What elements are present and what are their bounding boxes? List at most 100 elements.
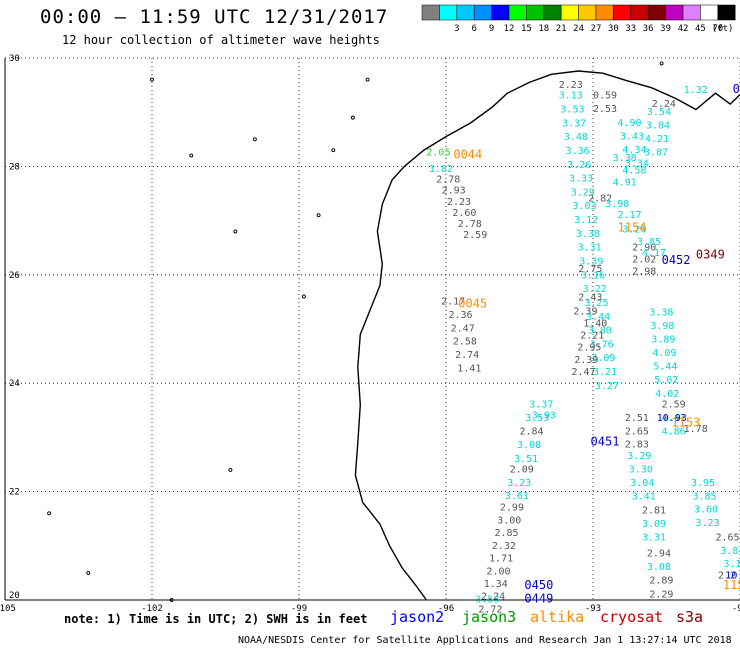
pass-time-label: 0452 — [662, 253, 691, 267]
wave-height-value: 2.82 — [588, 194, 612, 205]
wave-height-value: 2.94 — [647, 549, 671, 560]
wave-height-value: 2.00 — [486, 566, 510, 577]
wave-height-value: 2.83 — [625, 440, 649, 451]
lake-outline — [316, 213, 321, 218]
wave-height-value: 3.36 — [566, 146, 590, 157]
satellite-cryosat: cryosat — [600, 608, 664, 626]
wave-height-value: 2.29 — [649, 589, 673, 600]
wave-height-value: 3.03 — [572, 201, 596, 212]
wave-height-value: 2.2 — [718, 570, 736, 581]
wave-height-value: 3.80 — [588, 326, 612, 337]
lat-tick-label: 30 — [9, 54, 20, 64]
wave-height-value: 5.02 — [654, 375, 678, 386]
legend-label: 27 — [591, 24, 602, 34]
wave-height-value: 2.65 — [625, 426, 649, 437]
wave-height-value: 2.47 — [451, 323, 475, 334]
wave-height-value: 2.75 — [578, 264, 602, 275]
wave-height-value: 2.81 — [642, 505, 666, 516]
wave-height-value: 3.85 — [692, 491, 716, 502]
legend-label: 39 — [660, 24, 671, 34]
wave-height-value: 3.43 — [620, 131, 644, 142]
lon-tick-label: -102 — [141, 604, 163, 614]
wave-height-value: 3.85 — [637, 237, 661, 248]
wave-height-value: 1.78 — [684, 424, 708, 435]
wave-height-value: 2.21 — [580, 330, 604, 341]
pass-time-label: 0451 — [591, 435, 620, 449]
wave-height-value: 3.23 — [507, 478, 531, 489]
wave-height-value: 3.20 — [622, 225, 646, 236]
wave-height-value: 3.00 — [497, 515, 521, 526]
wave-height-value: 3.10 — [723, 559, 740, 570]
wave-height-value: 2.72 — [478, 604, 502, 615]
lon-tick-label: -93 — [585, 604, 601, 614]
wave-height-value: 1.71 — [489, 554, 513, 565]
wave-height-value: 3.34 — [625, 158, 649, 169]
pass-time-label: 0449 — [524, 592, 553, 606]
satellite-altika: altika — [530, 608, 585, 626]
legend-label: 33 — [625, 24, 636, 34]
wave-height-value: 2.53 — [593, 104, 617, 115]
wave-height-value: 3.23 — [695, 518, 719, 529]
wave-height-value: 3.13 — [559, 91, 583, 102]
wave-height-value: 4.91 — [613, 177, 637, 188]
lake-outline — [659, 61, 664, 66]
wave-height-value: 3.04 — [630, 478, 654, 489]
wave-height-value: 2.24 — [652, 99, 676, 110]
wave-height-value: 3.48 — [564, 132, 588, 143]
wave-height-value: 1.41 — [457, 363, 481, 374]
wave-height-value: 3.53 — [560, 104, 584, 115]
wave-height-value: 3.37 — [529, 400, 553, 411]
page-title: 00:00 – 11:59 UTC 12/31/2017 — [40, 6, 389, 28]
wave-height-value: 3.60 — [694, 505, 718, 516]
wave-height-value: 3.84 — [646, 120, 670, 131]
wave-height-value: 3.53 — [475, 595, 499, 606]
lon-tick-label: -99 — [291, 604, 307, 614]
pass-time-label: 0045 — [458, 296, 487, 310]
wave-height-value: 4.41 — [662, 413, 686, 424]
wave-height-value: 1.34 — [484, 579, 508, 590]
wave-height-value: 3.16 — [581, 270, 605, 281]
note-text: note: 1) Time is in UTC; 2) SWH is in fe… — [64, 612, 368, 626]
wave-height-value: 2.39 — [574, 355, 598, 366]
wave-height-value: 3.09 — [642, 519, 666, 530]
legend-label: 6 — [471, 24, 476, 34]
wave-height-value: 3.38 — [576, 229, 600, 240]
wave-height-value: 3.26 — [567, 160, 591, 171]
page-subtitle: 12 hour collection of altimeter wave hei… — [62, 33, 380, 47]
wave-height-value: 3.98 — [650, 321, 674, 332]
wave-height-value: 2.84 — [520, 427, 544, 438]
legend-label: 12 — [504, 24, 515, 34]
lake-outline — [301, 294, 306, 299]
wave-height-value: 3.89 — [651, 335, 675, 346]
wave-height-value: 2.98 — [632, 266, 656, 277]
wave-height-value: 3.76 — [590, 339, 614, 350]
wave-height-value: 3.38 — [613, 153, 637, 164]
pass-time-label: 1154 — [618, 220, 647, 234]
footer-credit: NOAA/NESDIS Center for Satellite Applica… — [238, 635, 732, 646]
wave-height-value: 2.05 — [426, 148, 450, 159]
legend-label: 36 — [643, 24, 654, 34]
wave-height-value: 4.02 — [655, 389, 679, 400]
wave-height-value: 3.08 — [517, 440, 541, 451]
lake-outline — [169, 598, 174, 602]
wave-height-value: 2.24 — [481, 592, 505, 603]
wave-height-value: 3.93 — [532, 410, 556, 421]
wave-height-value: 3.12 — [574, 215, 598, 226]
lake-outline — [350, 115, 355, 120]
wave-height-value: 3.38 — [649, 307, 673, 318]
wave-height-value: 2.47 — [571, 367, 595, 378]
wave-height-value: 3.27 — [595, 381, 619, 392]
legend-label: 45 — [695, 24, 706, 34]
wave-height-value: 2.43 — [578, 292, 602, 303]
wave-height-value: 3.29 — [571, 187, 595, 198]
wave-height-value: 4.17 — [642, 248, 666, 259]
wave-height-value: 2.58 — [453, 337, 477, 348]
wave-height-value: 2.59 — [463, 230, 487, 241]
wave-height-value: 4.34 — [622, 145, 646, 156]
pass-time-label: 0450 — [524, 578, 553, 592]
wave-height-value: 3.51 — [514, 454, 538, 465]
wave-height-value: 3.44 — [586, 312, 610, 323]
legend-label: 70 — [712, 24, 723, 34]
color-legend: 3 6 9 12 15 18 21 24 27 30 33 36 39 42 45 70(ft) — [421, 4, 736, 34]
wave-height-value: 3.31 — [578, 243, 602, 254]
